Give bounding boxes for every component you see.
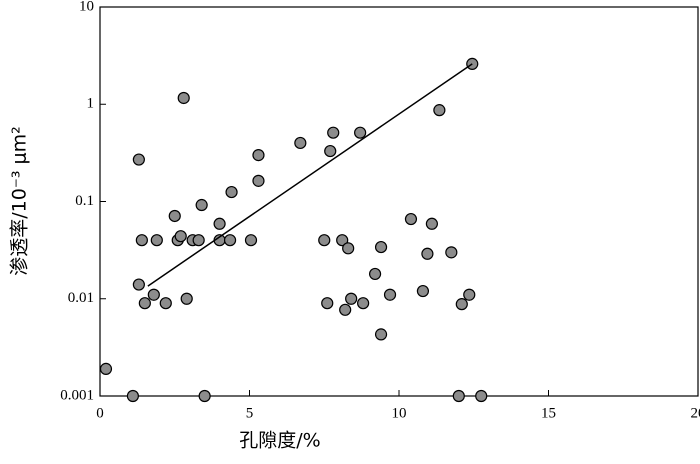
point [127,391,138,402]
point [340,304,351,315]
point [148,289,159,300]
point [453,391,464,402]
y-tick-label: 0.001 [60,387,94,403]
point [175,231,186,242]
point [376,329,387,340]
point [376,242,387,253]
point [370,268,381,279]
point [476,391,487,402]
point [319,235,330,246]
x-tick-label: 20 [691,405,700,421]
point [325,146,336,157]
point [133,154,144,165]
y-tick-label: 0.1 [75,193,94,209]
plot-frame [100,7,698,396]
point [181,293,192,304]
point [225,235,236,246]
point [253,175,264,186]
x-tick-label: 0 [96,405,104,421]
point [136,235,147,246]
x-tick-label: 10 [392,405,407,421]
point [422,248,433,259]
point [193,235,204,246]
point [385,289,396,300]
point [434,105,445,116]
x-tick-label: 15 [541,405,556,421]
point [245,235,256,246]
point [139,298,150,309]
point [464,289,475,300]
point [355,127,366,138]
point [196,200,207,211]
point [322,298,333,309]
point [426,218,437,229]
point [178,92,189,103]
point [456,299,467,310]
point [133,279,144,290]
point [100,363,111,374]
point [417,286,428,297]
point [405,214,416,225]
x-tick-label: 5 [246,405,254,421]
point [295,137,306,148]
point [199,391,210,402]
y-tick-label: 0.01 [68,290,94,306]
point [226,187,237,198]
y-axis-label: 渗透率/10⁻³ μm² [9,126,31,275]
point [346,293,357,304]
x-axis-label: 孔隙度/% [239,430,320,452]
y-tick-label: 10 [79,0,94,14]
y-tick-label: 1 [87,96,95,112]
point [343,243,354,254]
point [160,298,171,309]
point [328,127,339,138]
point [169,210,180,221]
point [253,150,264,161]
point [151,235,162,246]
point [214,218,225,229]
point [446,247,457,258]
point [358,298,369,309]
